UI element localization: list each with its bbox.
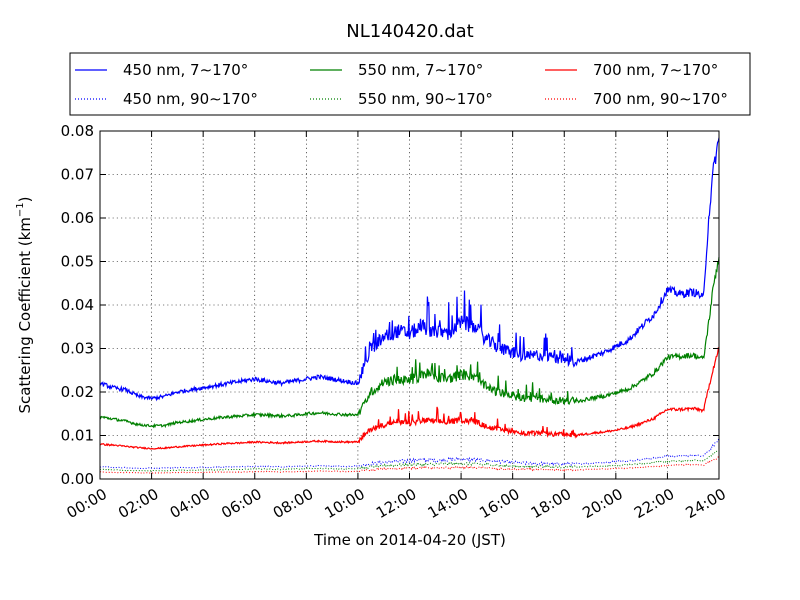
y-tick-label: 0.04 bbox=[61, 296, 94, 314]
y-tick-label: 0.00 bbox=[61, 470, 94, 488]
legend-label: 700 nm, 90∼170° bbox=[593, 90, 728, 108]
y-axis-label-close: ) bbox=[16, 196, 34, 202]
y-axis-label-main: Scattering Coefficient (km bbox=[16, 217, 34, 413]
legend-label: 700 nm, 7∼170° bbox=[593, 61, 718, 79]
plot-area: 00:00 02:00 04:00 06:00 08:00 10:00 12:00 14:00… bbox=[61, 122, 729, 522]
legend-label: 550 nm, 90∼170° bbox=[358, 90, 493, 108]
series-layer bbox=[99, 137, 720, 474]
y-tick-label: 0.08 bbox=[61, 122, 94, 140]
y-tick-label: 0.07 bbox=[61, 166, 94, 184]
axis-ticks bbox=[99, 130, 720, 480]
series-line bbox=[99, 450, 720, 472]
x-axis-label: Time on 2014-04-20 (JST) bbox=[313, 531, 506, 549]
series-line bbox=[99, 455, 720, 474]
legend-label: 550 nm, 7∼170° bbox=[358, 61, 483, 79]
legend: 450 nm, 7∼170° 450 nm, 90∼170° 550 nm, 7∼1… bbox=[69, 52, 751, 116]
y-tick-label: 0.01 bbox=[61, 427, 94, 445]
y-tick-label: 0.06 bbox=[61, 209, 94, 227]
chart-title: NL140420.dat bbox=[346, 21, 473, 42]
series-line bbox=[99, 137, 720, 402]
legend-label: 450 nm, 90∼170° bbox=[123, 90, 258, 108]
y-axis-label-sup: −1 bbox=[15, 202, 26, 217]
legend-entries: 450 nm, 7∼170° 450 nm, 90∼170° 550 nm, 7∼1… bbox=[75, 61, 728, 108]
y-tick-label: 0.02 bbox=[61, 383, 94, 401]
legend-box bbox=[69, 52, 751, 116]
y-axis-label: Scattering Coefficient (km−1) bbox=[15, 196, 34, 413]
series-line bbox=[100, 346, 720, 450]
y-tick-label: 0.03 bbox=[61, 340, 94, 358]
series-line bbox=[99, 257, 720, 429]
legend-label: 450 nm, 7∼170° bbox=[123, 61, 248, 79]
y-tick-label: 0.05 bbox=[61, 253, 94, 271]
y-tick-labels: 0.00 0.01 0.02 0.03 0.04 0.05 0.06 0.07 0.08 bbox=[61, 122, 94, 488]
series-line bbox=[99, 438, 720, 470]
